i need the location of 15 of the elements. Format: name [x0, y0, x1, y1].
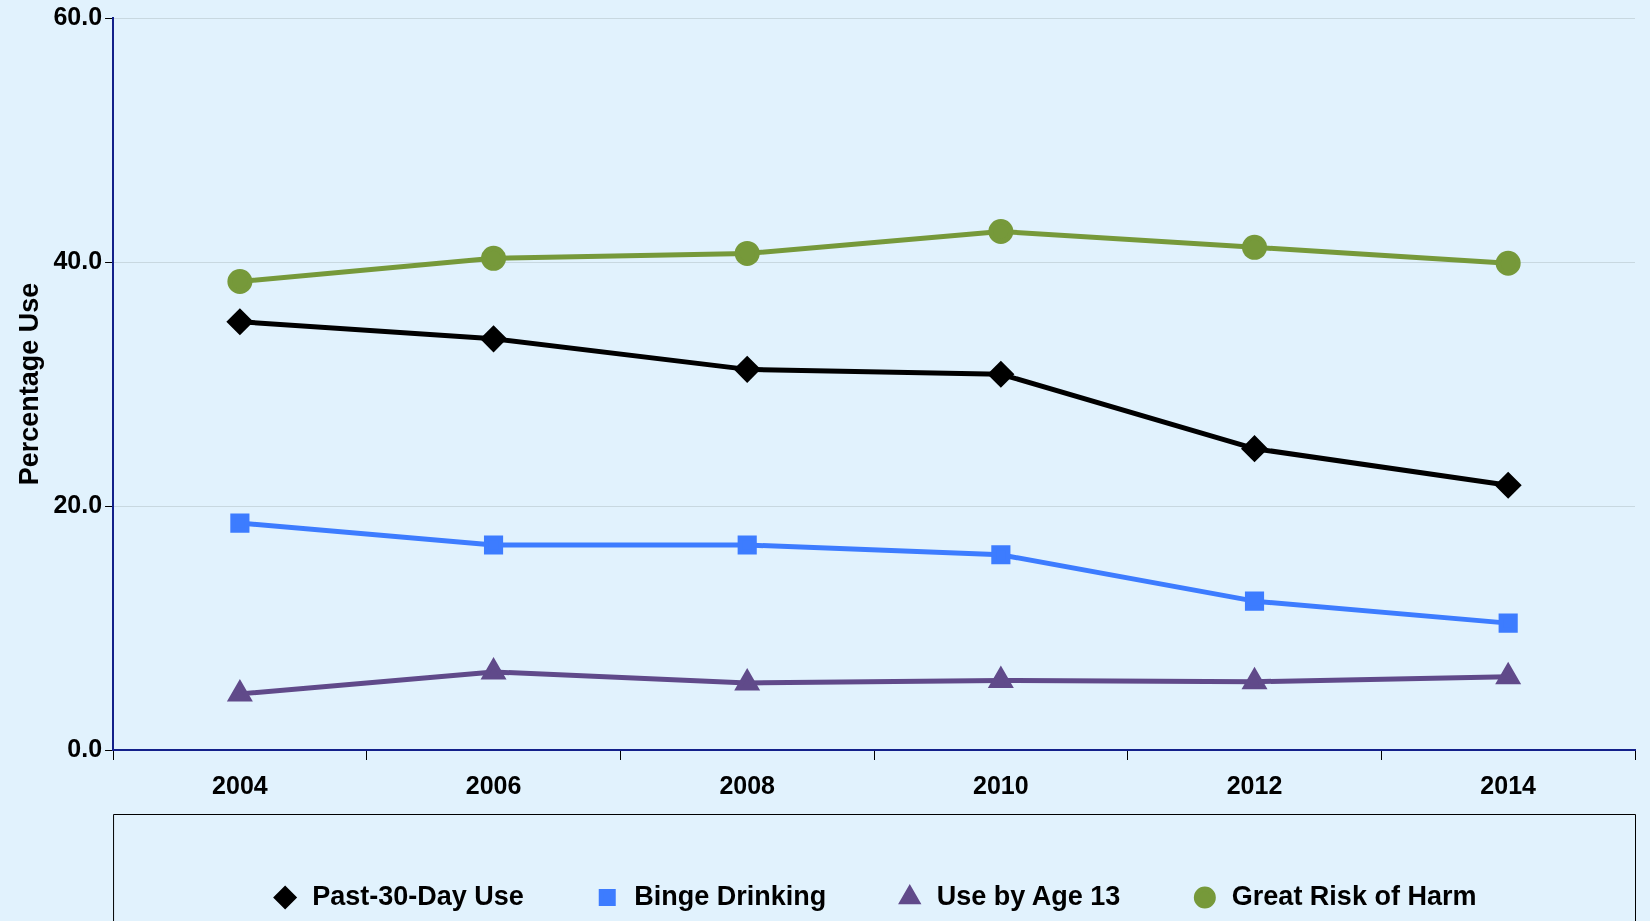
x-tick-label: 2008 [719, 770, 776, 799]
y-tick-label: 40.0 [53, 245, 103, 274]
y-tick-label: 0.0 [67, 733, 103, 762]
x-tick-label: 2004 [212, 770, 268, 799]
legend-label: Use by Age 13 [936, 880, 1121, 911]
legend-label: Past-30-Day Use [312, 880, 524, 911]
legend-label: Great Risk of Harm [1231, 880, 1477, 911]
y-axis-title: Percentage Use [13, 282, 44, 486]
x-tick-label: 2014 [1480, 770, 1537, 799]
y-tick-label: 60.0 [53, 1, 103, 30]
legend-label: Binge Drinking [634, 880, 827, 911]
y-tick-label: 20.0 [53, 489, 103, 518]
x-tick-label: 2010 [973, 770, 1029, 799]
x-tick-label: 2012 [1226, 770, 1283, 799]
x-tick-label: 2006 [465, 770, 522, 799]
